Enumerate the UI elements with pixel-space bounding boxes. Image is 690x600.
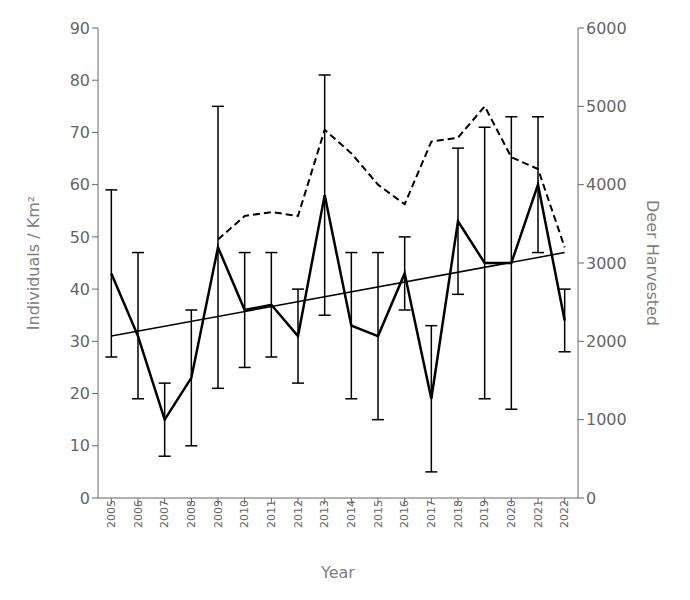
svg-text:Individuals / Km²: Individuals / Km² <box>24 196 43 330</box>
svg-text:1000: 1000 <box>586 410 627 429</box>
svg-text:70: 70 <box>70 123 90 142</box>
svg-text:4000: 4000 <box>586 175 627 194</box>
svg-text:2014: 2014 <box>345 500 358 528</box>
svg-text:2007: 2007 <box>158 500 171 528</box>
svg-text:2019: 2019 <box>478 500 491 528</box>
svg-text:10: 10 <box>70 436 90 455</box>
svg-text:2016: 2016 <box>398 500 411 528</box>
svg-text:30: 30 <box>70 332 90 351</box>
svg-text:20: 20 <box>70 384 90 403</box>
svg-text:90: 90 <box>70 19 90 38</box>
svg-text:Deer Harvested: Deer Harvested <box>643 200 662 326</box>
svg-text:Year: Year <box>320 563 355 582</box>
svg-text:2011: 2011 <box>265 500 278 528</box>
svg-text:2015: 2015 <box>372 500 385 528</box>
svg-text:2005: 2005 <box>105 500 118 528</box>
svg-text:2008: 2008 <box>185 500 198 528</box>
svg-text:2022: 2022 <box>558 500 571 528</box>
svg-text:2009: 2009 <box>212 500 225 528</box>
svg-text:2010: 2010 <box>238 500 251 528</box>
svg-text:2013: 2013 <box>318 500 331 528</box>
svg-text:2000: 2000 <box>586 332 627 351</box>
svg-text:0: 0 <box>80 489 90 508</box>
svg-text:0: 0 <box>586 489 596 508</box>
svg-text:2020: 2020 <box>505 500 518 528</box>
svg-text:2018: 2018 <box>452 500 465 528</box>
svg-text:2006: 2006 <box>132 500 145 528</box>
svg-text:3000: 3000 <box>586 254 627 273</box>
svg-text:2012: 2012 <box>292 500 305 528</box>
svg-text:6000: 6000 <box>586 19 627 38</box>
svg-text:60: 60 <box>70 175 90 194</box>
svg-text:50: 50 <box>70 228 90 247</box>
svg-text:2017: 2017 <box>425 500 438 528</box>
svg-text:80: 80 <box>70 71 90 90</box>
svg-text:40: 40 <box>70 280 90 299</box>
svg-text:2021: 2021 <box>532 500 545 528</box>
svg-text:5000: 5000 <box>586 97 627 116</box>
